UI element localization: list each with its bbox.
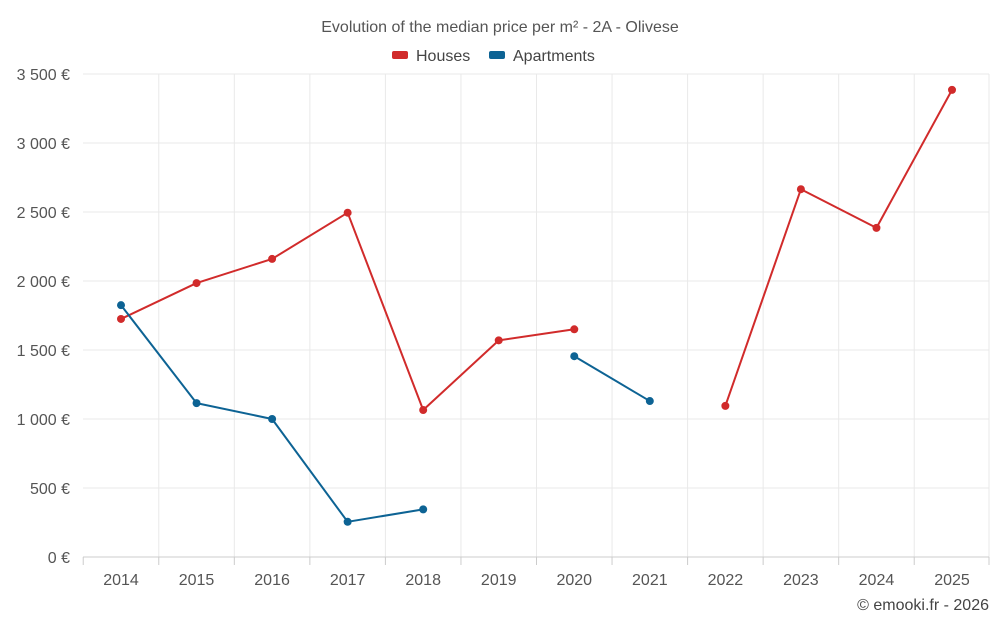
x-tick-label: 2015 <box>179 572 215 589</box>
data-point-apartments[interactable] <box>268 415 277 423</box>
data-point-houses[interactable] <box>494 336 503 345</box>
data-point-houses[interactable] <box>268 254 277 263</box>
x-tick-label: 2017 <box>330 572 366 589</box>
chart-legend: Houses Apartments <box>392 48 595 65</box>
data-point-apartments[interactable] <box>343 517 352 526</box>
x-tick-label: 2023 <box>783 572 819 589</box>
data-point-houses[interactable] <box>192 279 201 288</box>
credit-text: © emooki.fr - 2026 <box>857 597 989 614</box>
y-tick-label: 1 000 € <box>17 412 70 429</box>
data-point-apartments[interactable] <box>419 505 428 514</box>
data-point-houses[interactable] <box>343 208 352 217</box>
series-points <box>117 85 956 526</box>
grid <box>83 73 990 557</box>
x-tick-label: 2022 <box>708 572 744 589</box>
data-point-houses[interactable] <box>948 85 956 94</box>
y-tick-label: 3 500 € <box>17 67 70 84</box>
data-point-houses[interactable] <box>721 401 730 410</box>
series-line-apartments <box>120 304 425 523</box>
x-tick-label: 2019 <box>481 572 517 589</box>
chart-title: Evolution of the median price per m² - 2… <box>321 19 679 36</box>
y-tick-label: 2 000 € <box>17 274 70 291</box>
x-tick-label: 2024 <box>859 572 895 589</box>
data-point-apartments[interactable] <box>117 301 125 310</box>
data-point-apartments[interactable] <box>570 352 579 361</box>
legend-swatch-apartments[interactable] <box>489 51 505 59</box>
data-point-houses[interactable] <box>117 314 125 323</box>
x-tick-label: 2020 <box>556 572 592 589</box>
x-tick-label: 2016 <box>254 572 290 589</box>
x-tick-label: 2021 <box>632 572 668 589</box>
legend-swatch-houses[interactable] <box>392 51 408 59</box>
y-tick-label: 3 000 € <box>17 136 70 153</box>
series-line-houses <box>120 211 576 412</box>
y-tick-label: 0 € <box>48 550 70 567</box>
series-line-apartments <box>573 355 651 403</box>
data-point-houses[interactable] <box>796 185 805 194</box>
data-point-houses[interactable] <box>570 325 579 334</box>
data-point-apartments[interactable] <box>645 397 654 406</box>
data-point-houses[interactable] <box>419 406 428 415</box>
x-tick-label: 2018 <box>405 572 441 589</box>
legend-label-houses[interactable]: Houses <box>416 48 470 65</box>
x-tick-label: 2025 <box>934 572 970 589</box>
data-point-apartments[interactable] <box>192 399 201 408</box>
y-tick-label: 1 500 € <box>17 343 70 360</box>
y-tick-label: 500 € <box>30 481 70 498</box>
axes: 0 € 500 € 1 000 € 1 500 € 2 000 € 2 500 € 3 00… <box>17 67 990 589</box>
data-point-houses[interactable] <box>872 223 881 232</box>
x-tick-label: 2014 <box>103 572 139 589</box>
y-tick-label: 2 500 € <box>17 205 70 222</box>
legend-label-apartments[interactable]: Apartments <box>513 48 595 65</box>
series-line-houses <box>724 88 953 407</box>
